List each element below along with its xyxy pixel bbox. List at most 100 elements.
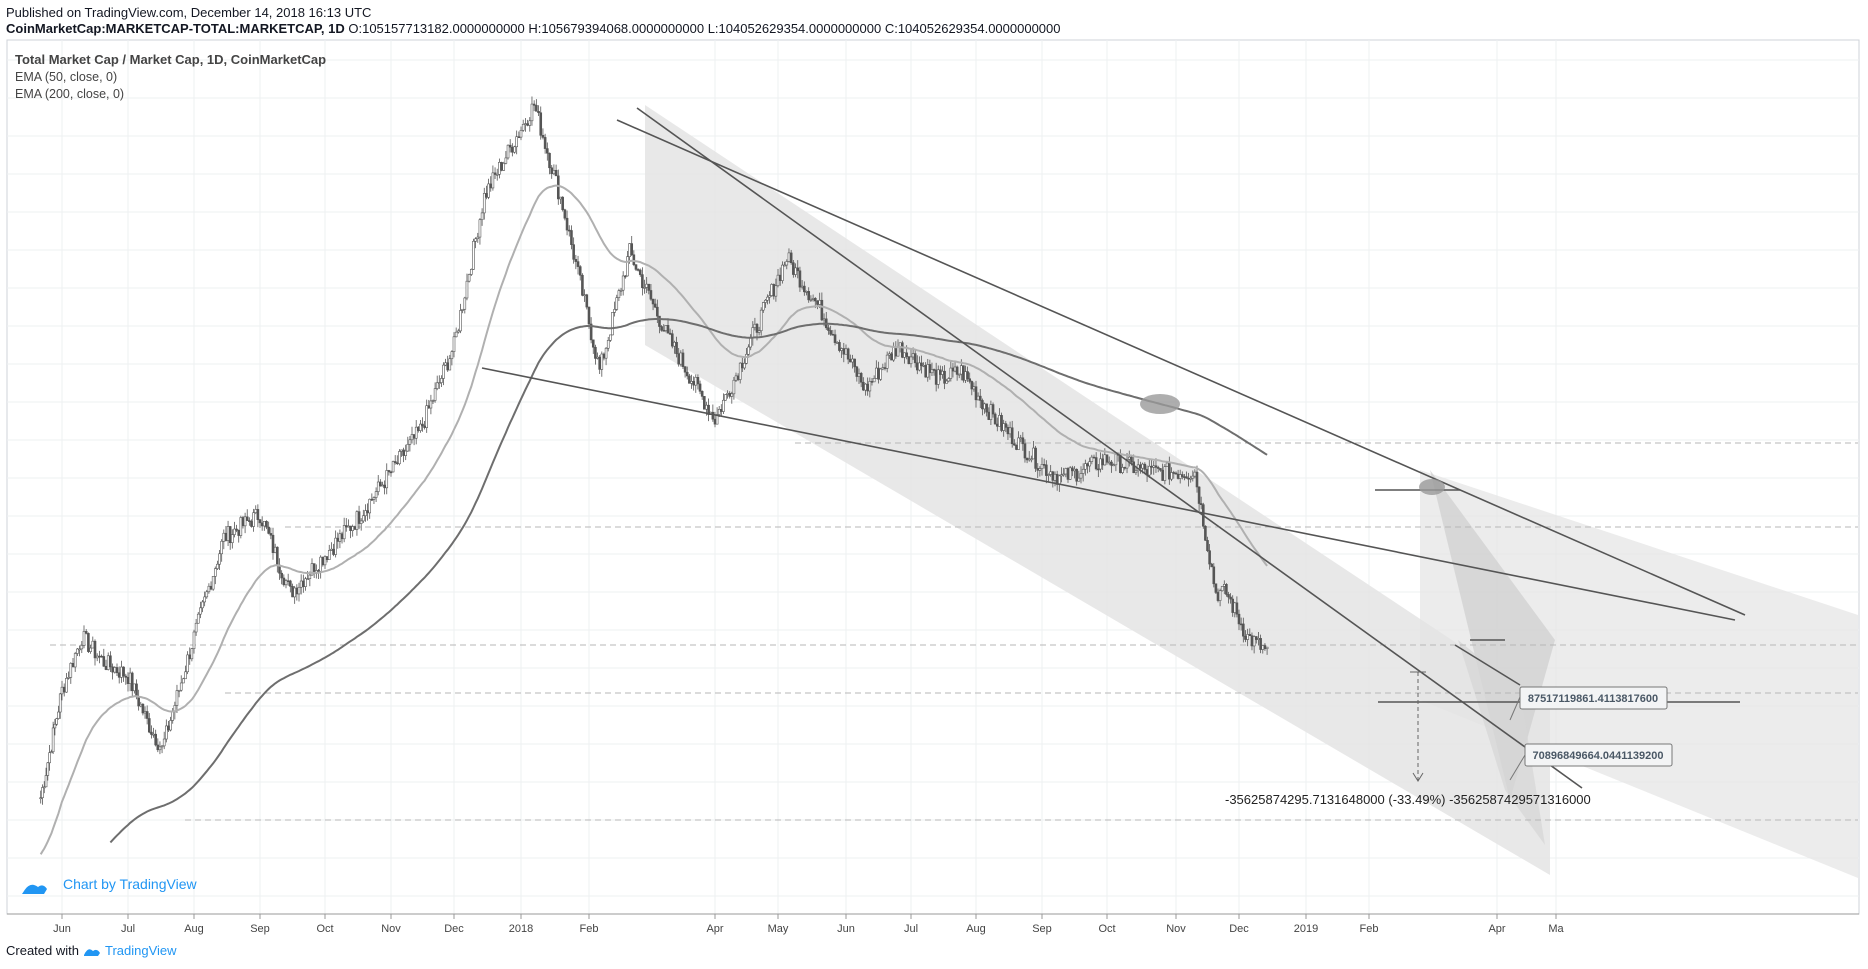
candle-body [781,264,784,281]
candle-body [792,262,795,275]
candle-body [615,297,619,310]
candle-body [263,520,266,527]
candle-body [82,631,86,646]
candle-body [602,353,606,359]
candle-body [297,586,301,595]
candle-body [926,364,930,378]
candle-body [76,648,79,654]
candle-body [694,376,698,386]
candle-body [918,362,921,371]
candle-body [186,654,189,673]
candle-body [245,516,249,521]
candle-body [732,379,736,395]
candle-body [289,580,292,587]
candle-body [454,331,458,338]
candle-body [126,677,130,684]
highlight-ellipse [1419,479,1445,495]
candle-body [293,587,296,598]
candle-body [269,533,273,536]
candle-body [1235,602,1239,615]
x-tick-label: Sep [250,923,270,935]
candle-body [1250,635,1254,647]
candle-body [1233,602,1237,613]
candle-body [80,645,84,650]
high-label: H: [528,21,542,36]
candle-body [306,578,309,581]
candle-body [485,193,488,198]
candle-body [766,296,769,301]
candle-body [1229,596,1232,600]
candle-body [467,274,471,282]
candle-body [194,622,198,633]
candle-body [1178,474,1182,479]
legend-ema200[interactable]: EMA (200, close, 0) [15,87,124,101]
candle-body [1154,465,1158,468]
price-callout-1[interactable]: 87517119861.4113817600 [1509,686,1668,721]
price-callout-2[interactable]: 70896849664.0441139200 [1509,743,1673,781]
candle-body [1263,645,1267,650]
tradingview-watermark[interactable]: Chart by TradingView [22,876,197,894]
candle-body [641,274,644,289]
candle-body [548,152,551,169]
candle-body [755,323,759,333]
candle-body [440,378,443,383]
candle-body [645,283,648,288]
candle-body [427,405,431,409]
candle-body [349,525,352,531]
candle-body [945,380,948,384]
candle-body [177,689,181,692]
candle-body [69,662,73,678]
legend-ema50[interactable]: EMA (50, close, 0) [15,70,117,84]
candle-body [849,358,852,363]
candle-body [901,342,904,358]
candle-body [1075,468,1078,482]
candle-body [757,330,761,333]
candle-body [444,362,447,366]
x-tick-label: Feb [1360,923,1379,935]
candle-body [1066,468,1070,480]
candle-body [578,266,582,276]
candle-body [670,333,674,347]
candle-body [813,297,817,302]
candle-body [662,329,666,332]
candle-body [833,334,837,343]
candle-body [957,373,961,376]
candle-body [109,655,112,668]
candle-body [870,381,874,383]
candle-body [429,400,433,409]
candle-body [338,533,342,542]
candle-body [218,553,221,565]
candle-body [73,653,77,668]
candle-body [408,439,412,445]
candle-body [233,528,236,535]
candle-body [574,259,578,262]
candle-body [182,678,185,684]
candle-body [450,351,454,360]
candle-body [1110,461,1113,466]
candle-body [1195,471,1199,488]
candle-body [1071,467,1074,472]
callout-text: 87517119861.4113817600 [1528,693,1658,705]
footer-brand[interactable]: TradingView [104,943,177,958]
candle-body [864,383,867,391]
candle-body [881,367,885,370]
wedge-triangle [1458,640,1545,845]
candle-body [239,517,243,536]
candle-body [621,275,625,291]
tradingview-logo-icon [83,948,100,956]
candle-body [156,744,160,751]
candle-body [124,675,128,678]
candle-body [184,671,187,680]
candle-body [576,261,580,267]
candle-body [892,347,895,361]
candle-body [330,548,333,551]
x-tick-label: Oct [1098,923,1115,935]
candle-body [1172,472,1176,474]
candle-body [796,267,800,272]
candle-body [459,310,462,332]
candle-body [1047,474,1050,476]
ema200-line [109,317,1268,844]
candle-body [883,367,887,369]
candle-body [851,358,854,363]
